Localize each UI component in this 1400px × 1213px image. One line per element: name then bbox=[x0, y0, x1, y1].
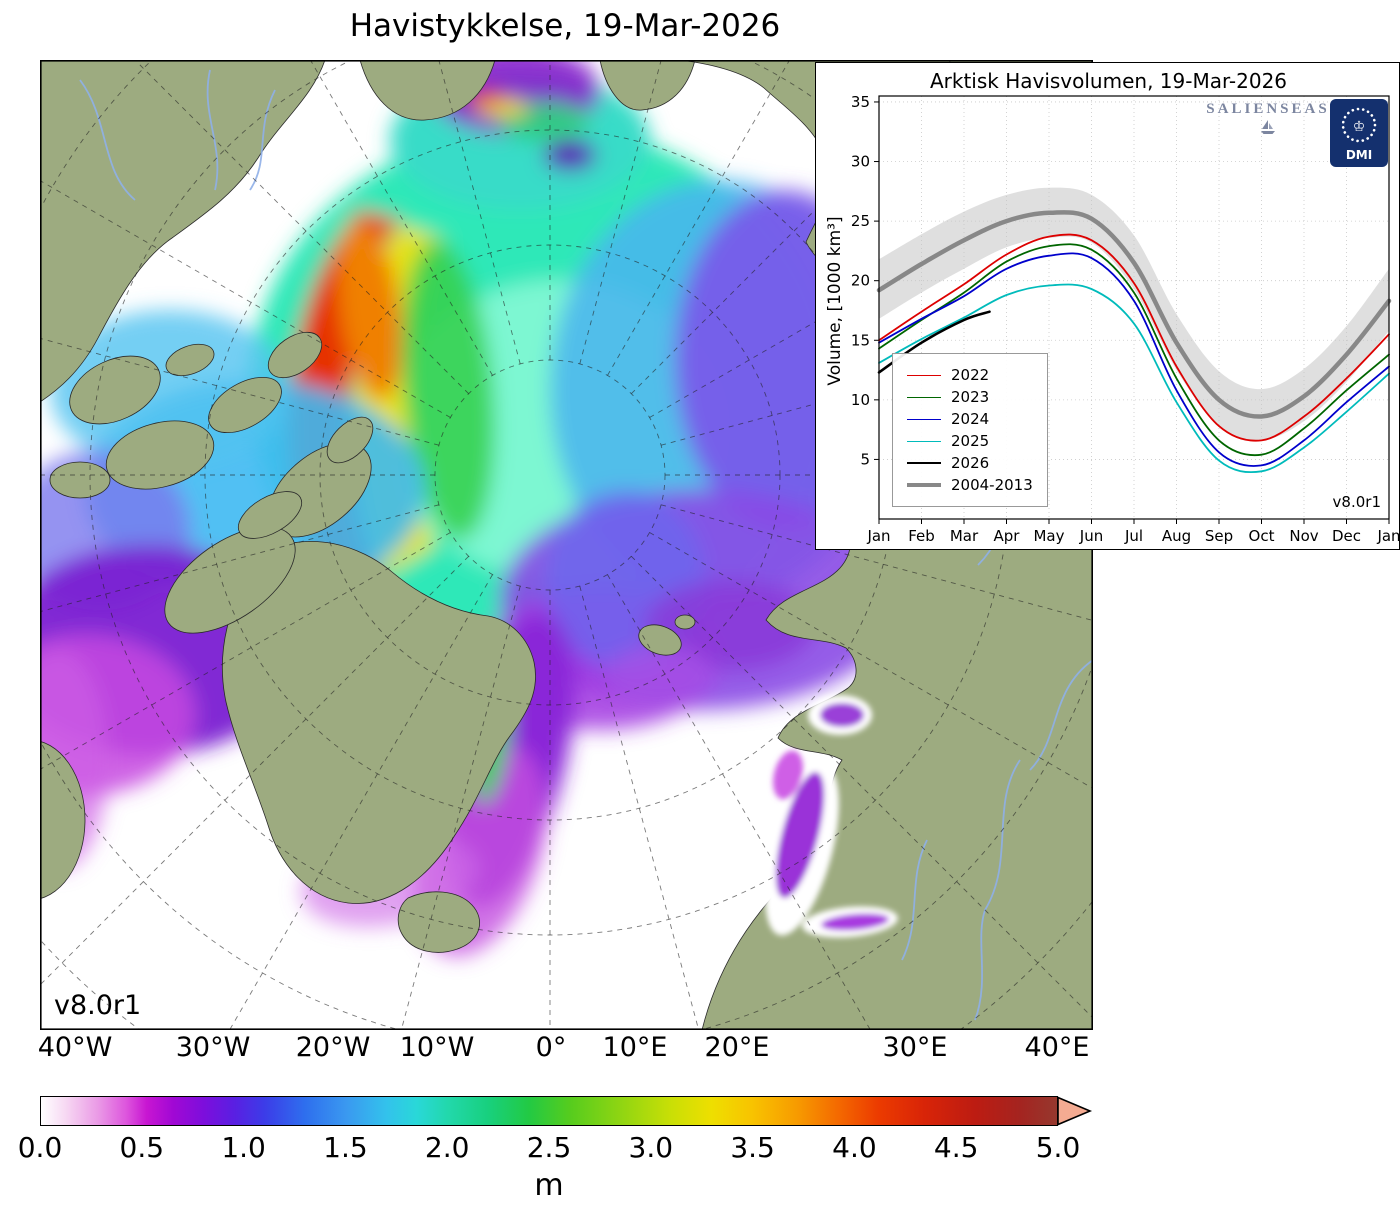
volume-chart-svg: Jan Feb Mar Apr May Jun Jul Aug Sep Oct Nov Dec Jan 5… bbox=[851, 93, 1400, 545]
svg-text:Aug: Aug bbox=[1162, 527, 1191, 545]
colorbar-tick-label: 1.0 bbox=[221, 1131, 266, 1164]
longitude-label: 10°E bbox=[602, 1032, 668, 1063]
longitude-label: 20°E bbox=[704, 1032, 770, 1063]
colorbar-tick-label: 0.5 bbox=[119, 1131, 165, 1164]
legend-item: 2024 bbox=[907, 410, 1033, 428]
svg-text:25: 25 bbox=[851, 212, 870, 230]
map-version-label: v8.0r1 bbox=[54, 990, 142, 1021]
dots-ring-icon bbox=[1341, 107, 1377, 143]
legend-swatch bbox=[907, 418, 941, 420]
colorbar-tick-label: 5.0 bbox=[1035, 1131, 1081, 1164]
colorbar-tick-label: 4.5 bbox=[933, 1131, 979, 1164]
colorbar-tick-label: 3.5 bbox=[730, 1131, 775, 1164]
svg-text:10: 10 bbox=[851, 391, 870, 409]
page-title: Havistykkelse, 19-Mar-2026 bbox=[349, 8, 781, 44]
longitude-label: 20°W bbox=[295, 1032, 371, 1063]
svg-text:Jul: Jul bbox=[1124, 527, 1143, 545]
volume-inset-panel: Arktisk Havisvolumen, 19-Mar-2026 Volume… bbox=[815, 62, 1400, 550]
legend-label: 2026 bbox=[951, 454, 990, 472]
svg-text:15: 15 bbox=[851, 331, 870, 349]
legend-label: 2023 bbox=[951, 388, 990, 406]
colorbar-tick-label: 4.0 bbox=[832, 1131, 877, 1164]
longitude-axis: 40°W 30°W 20°W 10°W 0° 10°E 20°E 30°E 40… bbox=[0, 1032, 1400, 1066]
longitude-label: 40°E bbox=[1024, 1032, 1090, 1063]
svg-text:Oct: Oct bbox=[1249, 527, 1275, 545]
svg-text:5: 5 bbox=[860, 450, 870, 468]
svg-text:Dec: Dec bbox=[1332, 527, 1361, 545]
crown-icon: ♔ bbox=[1353, 119, 1366, 135]
dmi-logo: ♔ DMI bbox=[1330, 99, 1388, 167]
svg-text:Jan: Jan bbox=[1376, 527, 1400, 545]
legend-label: 2025 bbox=[951, 432, 990, 450]
colorbar-tick-label: 0.0 bbox=[17, 1131, 63, 1164]
svg-text:Feb: Feb bbox=[908, 527, 935, 545]
longitude-label: 30°E bbox=[882, 1032, 948, 1063]
legend-item: 2023 bbox=[907, 388, 1033, 406]
svg-text:Nov: Nov bbox=[1289, 527, 1318, 545]
colorbar-ticks: 0.0 0.5 1.0 1.5 2.0 2.5 3.0 3.5 4.0 4.5 5.0 bbox=[18, 1131, 1140, 1165]
legend-swatch bbox=[907, 440, 941, 442]
dmi-logo-text: DMI bbox=[1346, 148, 1372, 162]
legend-item: 2026 bbox=[907, 454, 1033, 472]
colorbar-tick-label: 2.5 bbox=[526, 1131, 572, 1164]
colorbar-tick-label: 3.0 bbox=[628, 1131, 674, 1164]
colorbar-unit-label: m bbox=[534, 1168, 564, 1203]
colorbar-tick-label: 1.5 bbox=[323, 1131, 368, 1164]
longitude-label: 40°W bbox=[37, 1032, 113, 1063]
salienseas-logo: SALIENSEAS bbox=[1188, 101, 1348, 134]
chart-legend: 2022 2023 2024 2025 2026 2004-2013 bbox=[892, 353, 1048, 507]
svg-text:Mar: Mar bbox=[950, 527, 979, 545]
inner-seas-layer bbox=[765, 695, 898, 938]
colorbar-tick-label: 2.0 bbox=[424, 1131, 470, 1164]
legend-item: 2004-2013 bbox=[907, 476, 1033, 494]
legend-swatch bbox=[907, 462, 941, 464]
legend-swatch bbox=[907, 483, 941, 487]
svg-text:Jan: Jan bbox=[866, 527, 890, 545]
inset-version-label: v8.0r1 bbox=[1332, 493, 1381, 511]
colorbar-gradient bbox=[40, 1096, 1058, 1126]
legend-swatch bbox=[907, 374, 941, 376]
svg-text:May: May bbox=[1033, 527, 1064, 545]
legend-label: 2022 bbox=[951, 366, 990, 384]
sailboat-icon bbox=[1261, 120, 1275, 134]
colorbar-arrow bbox=[1057, 1096, 1093, 1126]
svg-text:Apr: Apr bbox=[994, 527, 1021, 545]
svg-text:Jun: Jun bbox=[1079, 527, 1103, 545]
svg-text:30: 30 bbox=[851, 153, 870, 171]
legend-item: 2025 bbox=[907, 432, 1033, 450]
svg-text:Sep: Sep bbox=[1205, 527, 1233, 545]
legend-label: 2004-2013 bbox=[951, 476, 1033, 494]
legend-item: 2022 bbox=[907, 366, 1033, 384]
longitude-label: 10°W bbox=[399, 1032, 475, 1063]
dmi-logo-svg: ♔ DMI bbox=[1341, 107, 1377, 162]
legend-swatch bbox=[907, 396, 941, 398]
inset-title: Arktisk Havisvolumen, 19-Mar-2026 bbox=[929, 69, 1288, 93]
longitude-label: 30°W bbox=[175, 1032, 251, 1063]
svg-text:20: 20 bbox=[851, 272, 870, 290]
svg-text:35: 35 bbox=[851, 93, 870, 111]
longitude-label: 0° bbox=[535, 1032, 567, 1063]
salienseas-logo-text: SALIENSEAS bbox=[1206, 101, 1330, 117]
legend-label: 2024 bbox=[951, 410, 990, 428]
